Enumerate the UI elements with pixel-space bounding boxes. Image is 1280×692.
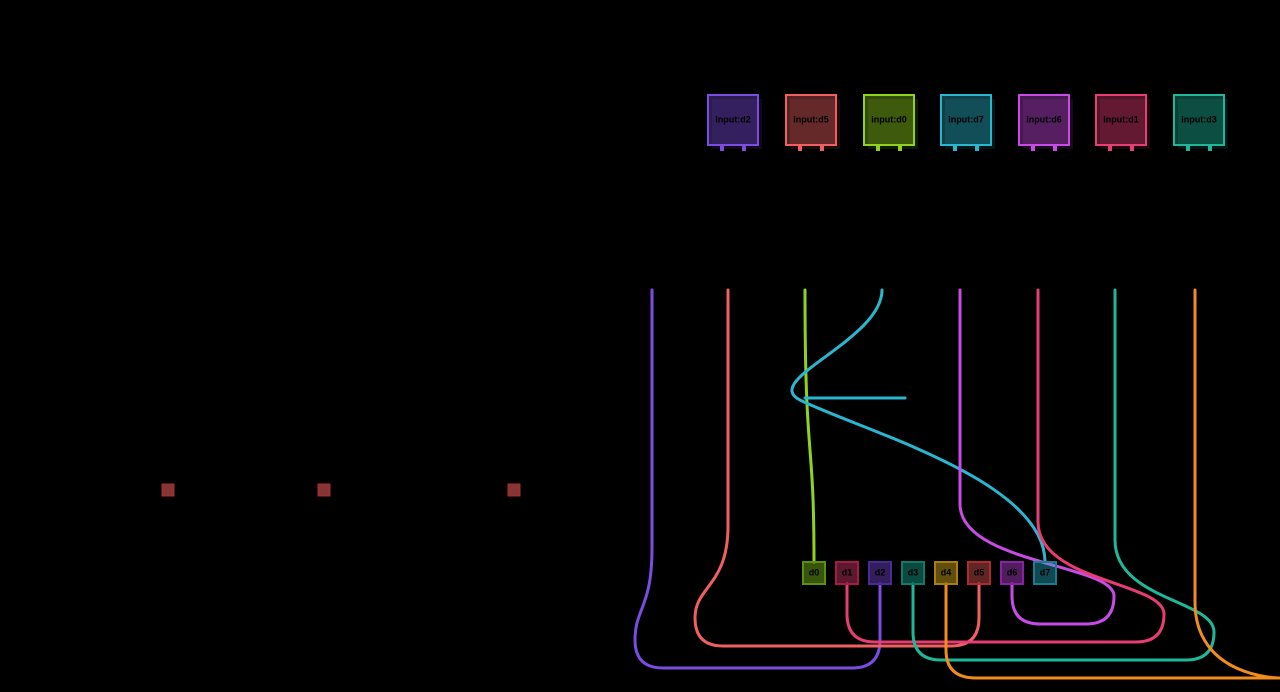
wire-d4-offscreen <box>946 290 1280 678</box>
output-box-d6: d6 <box>1001 562 1023 584</box>
indicator-square-0 <box>162 484 174 496</box>
input-box-input-d5: input:d5 <box>786 95 840 151</box>
input-label: input:d5 <box>793 114 829 124</box>
input-label: input:d6 <box>1026 114 1062 124</box>
input-label: input:d3 <box>1181 114 1217 124</box>
indicator-square-1 <box>318 484 330 496</box>
wire-d3 <box>913 290 1214 660</box>
output-box-d2: d2 <box>869 562 891 584</box>
output-box-d0: d0 <box>803 562 825 584</box>
output-label: d2 <box>875 567 886 577</box>
output-box-d1: d1 <box>836 562 858 584</box>
input-box-input-d3: input:d3 <box>1174 95 1228 151</box>
output-label: d5 <box>974 567 985 577</box>
input-box-input-d2: input:d2 <box>708 95 762 151</box>
output-box-d5: d5 <box>968 562 990 584</box>
output-box-d7: d7 <box>1034 562 1056 584</box>
input-box-input-d6: input:d6 <box>1019 95 1073 151</box>
input-label: input:d1 <box>1103 114 1139 124</box>
wire-d7 <box>792 290 1045 562</box>
wire-d2 <box>635 290 880 668</box>
indicator-square-2 <box>508 484 520 496</box>
input-label: input:d0 <box>871 114 907 124</box>
wires <box>635 290 1280 678</box>
input-box-input-d1: input:d1 <box>1096 95 1150 151</box>
input-box-input-d0: input:d0 <box>864 95 918 151</box>
wire-d5 <box>695 290 979 646</box>
output-box-d3: d3 <box>902 562 924 584</box>
output-label: d3 <box>908 567 919 577</box>
output-label: d4 <box>941 567 952 577</box>
output-label: d6 <box>1007 567 1018 577</box>
output-box-d4: d4 <box>935 562 957 584</box>
circuit-diagram: input:d2 input:d5 input:d0 input:d7 input:d6… <box>0 0 1280 692</box>
output-label: d0 <box>809 567 820 577</box>
output-label: d1 <box>842 567 853 577</box>
input-label: input:d2 <box>715 114 751 124</box>
wire-d0 <box>805 290 814 562</box>
output-label: d7 <box>1040 567 1051 577</box>
input-label: input:d7 <box>948 114 984 124</box>
input-box-input-d7: input:d7 <box>941 95 995 151</box>
